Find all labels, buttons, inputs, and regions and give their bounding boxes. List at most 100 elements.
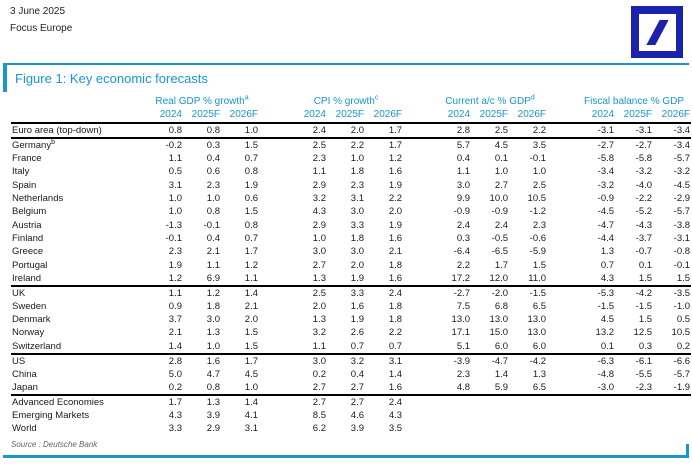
value-cell: -3.2 — [597, 179, 615, 191]
value-cell: 3.9 — [350, 423, 364, 435]
value-cell: -2.3 — [615, 380, 654, 396]
value-cell: 4.3 — [312, 206, 326, 218]
value-cell: -0.1 — [673, 259, 691, 271]
value-cell: -5.9 — [529, 246, 547, 258]
value-cell: 9.9 — [456, 193, 471, 205]
value-cell: -2.2 — [635, 193, 653, 205]
year-header: 2026F — [653, 108, 692, 124]
value-cell: 1.1 — [168, 153, 182, 165]
value-cell: 2.2 — [509, 123, 548, 139]
value-cell: 3.2 — [312, 193, 326, 205]
group-gap — [259, 422, 289, 435]
value-cell: -0.6 — [529, 232, 547, 244]
value-cell: 1.5 — [221, 339, 259, 355]
value-cell: 3.1 — [350, 193, 364, 205]
group-gap — [403, 258, 433, 271]
group-gap — [547, 123, 578, 139]
group-gap — [547, 422, 577, 435]
value-cell: -3.1 — [673, 232, 691, 244]
value-cell: 1.4 — [145, 339, 183, 355]
value-cell: 2.5 — [471, 123, 510, 139]
group-gap — [259, 232, 289, 245]
value-cell: 4.5 — [494, 140, 509, 151]
deutsche-bank-logo — [631, 6, 683, 58]
value-cell: 2.2 — [388, 327, 403, 339]
value-cell: 5.9 — [471, 380, 510, 396]
value-cell: 1.0 — [221, 380, 259, 396]
value-cell: 1.2 — [244, 259, 258, 271]
value-cell: 2.8 — [433, 123, 472, 139]
value-cell: 1.9 — [327, 271, 365, 287]
value-cell: 1.5 — [653, 271, 692, 287]
value-cell: 4.1 — [244, 410, 258, 421]
value-cell: 3.3 — [350, 287, 364, 299]
value-cell: 3.0 — [312, 355, 326, 367]
table-row: Sweden 0.9 1.8 2.1 2.0 1.6 1.8 7.5 6.8 6.5 -1.5 -1.… — [11, 300, 691, 313]
value-cell: 3.3 — [350, 219, 364, 231]
group-gap — [403, 138, 433, 152]
group-gap — [403, 409, 433, 422]
value-cell: 2.4 — [388, 396, 403, 408]
group-gap — [403, 286, 433, 300]
group-gap — [547, 354, 577, 368]
row-label: Austria — [12, 219, 42, 231]
value-cell — [577, 409, 615, 422]
value-cell — [433, 395, 471, 409]
year-header: 2025F — [615, 108, 654, 124]
value-cell: 11.0 — [509, 271, 548, 287]
group-gap — [403, 192, 433, 205]
value-cell: 1.5 — [638, 314, 653, 326]
value-cell: 5.1 — [433, 339, 472, 355]
value-cell: 13.0 — [451, 314, 471, 326]
value-cell: -4.5 — [673, 179, 691, 191]
group-gap — [547, 286, 577, 300]
group-gap — [547, 152, 577, 165]
value-cell: 2.3 — [532, 219, 547, 231]
value-cell: 2.1 — [206, 246, 220, 258]
value-cell: 4.8 — [433, 380, 472, 396]
value-cell: 2.3 — [206, 179, 220, 191]
row-label: Italy — [12, 166, 30, 178]
value-cell: -0.9 — [453, 206, 471, 218]
value-cell: 0.4 — [456, 153, 471, 165]
value-cell: 2.0 — [244, 314, 258, 326]
value-cell: 1.1 — [289, 339, 327, 355]
value-cell: 7.5 — [456, 300, 471, 312]
value-cell: -5.7 — [673, 206, 691, 218]
value-cell: -3.4 — [597, 166, 615, 178]
group-gap — [259, 94, 289, 108]
value-cell: 2.3 — [168, 246, 182, 258]
value-cell: 4.5 — [600, 314, 615, 326]
value-cell: 6.5 — [509, 380, 548, 396]
group-gap — [547, 339, 578, 355]
group-gap — [403, 395, 433, 409]
value-cell: 17.2 — [433, 271, 472, 287]
group-gap — [259, 192, 289, 205]
value-cell: 3.0 — [350, 206, 364, 218]
group-gap — [403, 422, 433, 435]
value-cell: 1.6 — [388, 166, 403, 178]
value-cell: -0.2 — [165, 140, 182, 151]
value-cell: -5.3 — [597, 287, 615, 299]
group-gap — [547, 108, 578, 124]
group-gap — [547, 94, 577, 108]
group-gap — [403, 152, 433, 165]
value-cell: 1.6 — [206, 355, 220, 367]
value-cell: 0.4 — [206, 153, 220, 165]
value-cell: 2.8 — [168, 355, 182, 367]
group-gap — [259, 313, 289, 326]
group-gap — [259, 123, 289, 139]
group-gap — [403, 245, 433, 258]
value-cell: 1.3 — [600, 246, 615, 258]
table-group-header-row: Real GDP % growtha CPI % growthc Current a… — [11, 94, 691, 108]
value-cell: -4.0 — [635, 179, 653, 191]
value-cell: -6.1 — [635, 355, 653, 367]
row-label: Japan — [11, 380, 145, 396]
value-cell: 0.2 — [145, 380, 183, 396]
value-cell: 6.5 — [532, 300, 547, 312]
value-cell: 15.0 — [489, 327, 509, 339]
value-cell: 1.4 — [388, 368, 403, 380]
value-cell: -4.8 — [597, 368, 615, 380]
value-cell: 2.9 — [312, 219, 326, 231]
